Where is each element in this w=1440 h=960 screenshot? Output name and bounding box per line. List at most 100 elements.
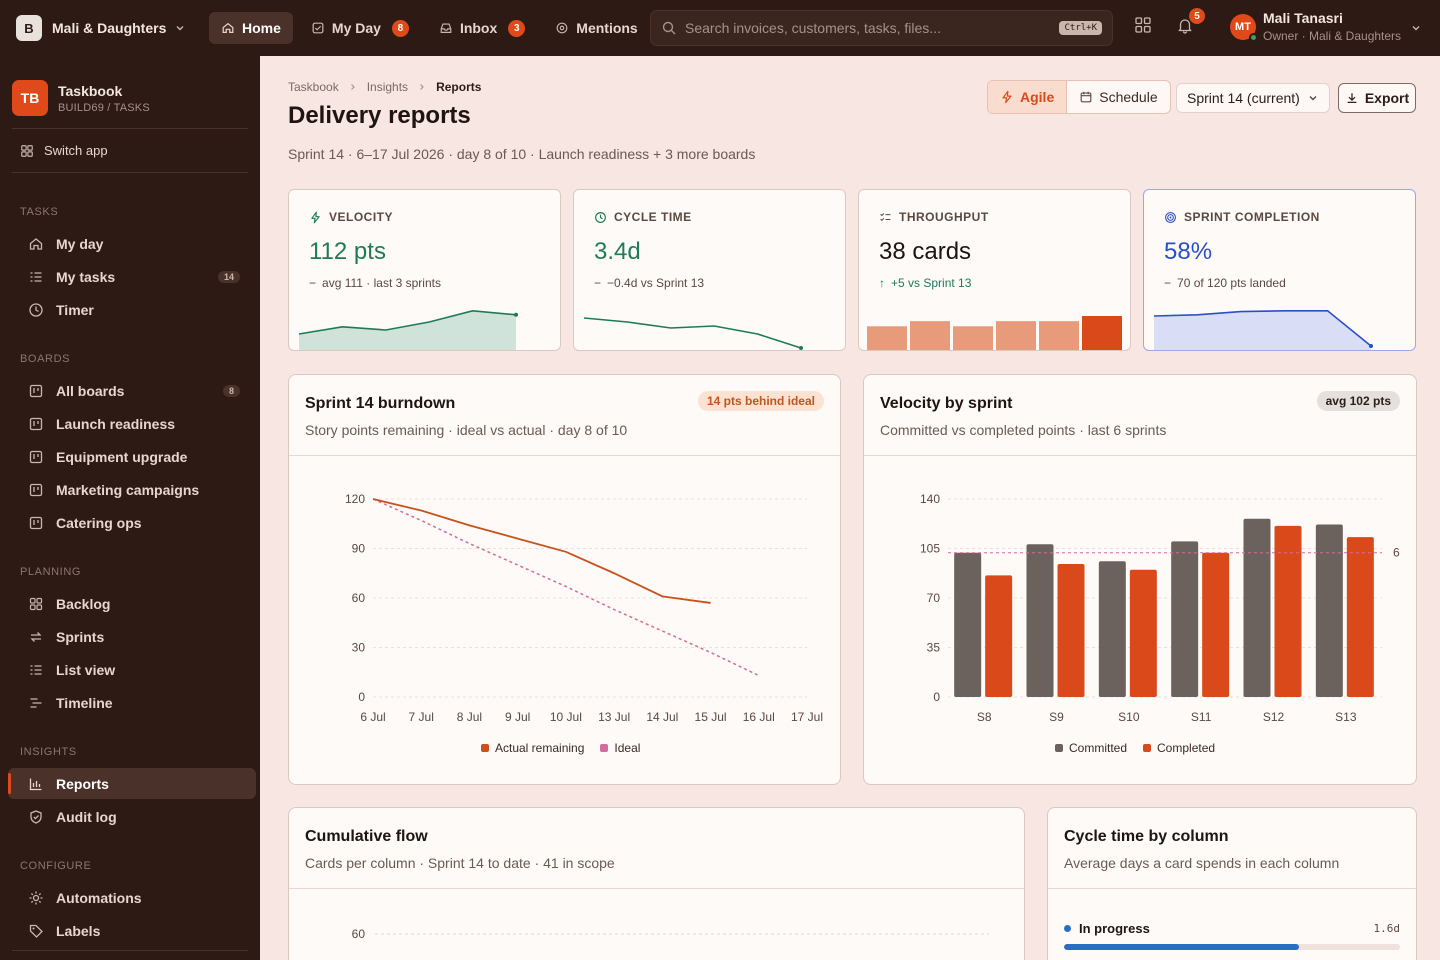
throughput-bar xyxy=(996,321,1036,350)
shortcut-hint: Ctrl+K xyxy=(1059,21,1102,35)
section-heading: INSIGHTS xyxy=(20,746,77,758)
kpi-value: 38 cards xyxy=(879,238,972,265)
agile-view-button[interactable]: Agile xyxy=(988,81,1068,113)
automation-icon xyxy=(29,891,43,904)
search-input[interactable] xyxy=(685,20,1060,36)
y-tick-label: 120 xyxy=(345,492,365,506)
status-badge: avg 102 pts xyxy=(1316,391,1400,411)
throughput-bar xyxy=(1082,316,1122,350)
tab-inbox[interactable]: Inbox 3 xyxy=(427,12,537,44)
status-dot xyxy=(1064,925,1071,932)
legend-item-completed: Completed xyxy=(1143,741,1215,755)
committed-bar xyxy=(1098,561,1126,697)
board-icon xyxy=(29,384,43,397)
sidebar-item-list-view[interactable]: List view xyxy=(8,654,256,685)
workspace-badge: B xyxy=(16,15,42,41)
tab-my-day[interactable]: My Day 8 xyxy=(299,12,421,44)
chevron-down-icon[interactable] xyxy=(1410,22,1422,34)
board-icon xyxy=(29,417,43,430)
sidebar-item-timer[interactable]: Timer xyxy=(8,294,256,325)
progress-fill xyxy=(1064,944,1300,950)
online-status-dot xyxy=(1249,32,1258,42)
chevron-down-icon xyxy=(176,26,184,31)
y-tick-label: 0 xyxy=(933,690,940,704)
throughput-sparkline xyxy=(867,316,1122,350)
sidebar-item-reports[interactable]: Reports xyxy=(8,768,256,799)
y-tick-label: 140 xyxy=(920,492,940,506)
sidebar-item-labels[interactable]: Labels xyxy=(8,915,256,946)
cycle-time-card: Cycle time by column Average days a card… xyxy=(1047,807,1417,960)
sidebar-item-label: Launch readiness xyxy=(56,415,176,432)
count-badge: 8 xyxy=(222,384,240,397)
kpi-value: 58% xyxy=(1164,238,1213,265)
sidebar-item-equipment-upgrade[interactable]: Equipment upgrade xyxy=(8,441,256,472)
kpi-card-sprint-completion[interactable]: SPRINT COMPLETION 58% −70 of 120 pts lan… xyxy=(1143,189,1416,351)
throughput-bar xyxy=(1039,321,1079,350)
calendar-icon xyxy=(1080,91,1092,103)
sidebar-item-sprints[interactable]: Sprints xyxy=(8,621,256,652)
sidebar-item-marketing-campaigns[interactable]: Marketing campaigns xyxy=(8,474,256,505)
divider xyxy=(1048,888,1416,889)
apps-grid-icon[interactable] xyxy=(1134,16,1152,34)
sidebar-item-audit-log[interactable]: Audit log xyxy=(8,801,256,832)
search-box[interactable]: Ctrl+K xyxy=(650,10,1113,46)
breadcrumb-item[interactable]: Taskbook xyxy=(288,80,339,94)
divider xyxy=(12,950,248,951)
workspace-name: Mali & Daughters xyxy=(52,20,167,36)
app-header: TB Taskbook BUILD69 / TASKS xyxy=(12,80,260,116)
kpi-delta: − −0.4d vs Sprint 13 xyxy=(594,276,705,290)
sidebar-item-label: Labels xyxy=(56,922,101,939)
schedule-view-button[interactable]: Schedule xyxy=(1067,81,1169,113)
clock-icon xyxy=(29,302,43,317)
sidebar-item-label: Automations xyxy=(56,889,142,906)
cycle-row: In progress 1.6d xyxy=(1064,921,1400,950)
kpi-label: SPRINT COMPLETION xyxy=(1164,210,1320,224)
sparkline-line xyxy=(583,317,802,349)
sidebar-item-label: List view xyxy=(56,661,116,678)
switch-app-button[interactable]: Switch app xyxy=(0,129,260,172)
search-icon xyxy=(662,21,676,35)
breadcrumb-item[interactable]: Insights xyxy=(366,80,409,94)
committed-bar xyxy=(1171,541,1199,697)
schedule-label: Schedule xyxy=(1099,89,1158,105)
kpi-card-cycle-time[interactable]: CYCLE TIME 3.4d − −0.4d vs Sprint 13 xyxy=(573,189,846,351)
sparkline-end-point xyxy=(1369,344,1373,348)
lightning-icon xyxy=(1002,90,1012,104)
bell-icon[interactable] xyxy=(1176,16,1194,34)
app-name: Taskbook xyxy=(58,82,123,99)
tab-mentions[interactable]: Mentions xyxy=(543,12,649,44)
x-tick-label: S10 xyxy=(1118,710,1140,724)
export-button[interactable]: Export xyxy=(1338,83,1416,113)
workspace-switcher[interactable]: B Mali & Daughters xyxy=(16,15,196,41)
sparkline-area xyxy=(299,310,516,350)
sidebar-item-my-tasks[interactable]: My tasks 14 xyxy=(8,261,256,292)
legend-swatch xyxy=(1143,744,1152,752)
sidebar-item-launch-readiness[interactable]: Launch readiness xyxy=(8,408,256,439)
velocity-chart: 0 35 70 105 140 S8 S9 S10 S11 S12 S13 6 xyxy=(920,492,1400,724)
sprint-select[interactable]: Sprint 14 (current) xyxy=(1176,83,1330,113)
kpi-value: 112 pts xyxy=(309,238,386,265)
sidebar-item-all-boards[interactable]: All boards 8 xyxy=(8,375,256,406)
tab-home[interactable]: Home xyxy=(209,12,293,44)
sidebar-item-backlog[interactable]: Backlog xyxy=(8,588,256,619)
page-title: Delivery reports xyxy=(288,102,471,129)
sidebar-item-label: Reports xyxy=(56,775,109,792)
kpi-card-throughput[interactable]: THROUGHPUT 38 cards ↑ +5 vs Sprint 13 xyxy=(858,189,1131,351)
sidebar-item-label: Equipment upgrade xyxy=(56,448,188,465)
x-tick-label: 6 Jul xyxy=(360,710,385,724)
sidebar-item-catering-ops[interactable]: Catering ops xyxy=(8,507,256,538)
kpi-delta: − avg 111 · last 3 sprints xyxy=(309,276,441,290)
board-icon xyxy=(29,516,43,529)
sidebar-item-automations[interactable]: Automations xyxy=(8,882,256,913)
velocity-card: Velocity by sprint Committed vs complete… xyxy=(863,374,1417,785)
checkbox-icon xyxy=(312,22,324,34)
column-name: In progress xyxy=(1079,921,1150,936)
user-menu[interactable]: MT Mali Tanasri Owner · Mali & Daughters xyxy=(1230,10,1401,43)
legend-swatch xyxy=(481,744,489,752)
sidebar-item-my-day[interactable]: My day xyxy=(8,228,256,259)
kpi-card-velocity[interactable]: VELOCITY 112 pts − avg 111 · last 3 sprin… xyxy=(288,189,561,351)
dash-icon: − xyxy=(1164,276,1172,290)
dash-icon: − xyxy=(594,276,602,290)
legend-swatch xyxy=(1055,744,1063,752)
sidebar-item-timeline[interactable]: Timeline xyxy=(8,687,256,718)
